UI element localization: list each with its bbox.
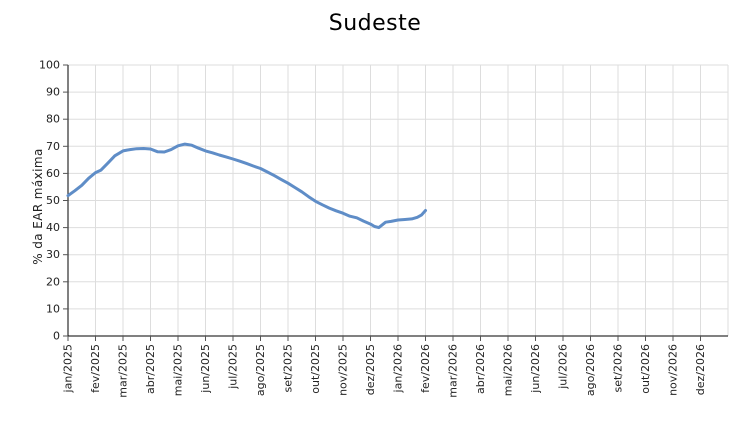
y-tick-label: 0 — [53, 330, 60, 343]
x-tick-label: out/2025 — [309, 344, 322, 394]
x-tick-label: abr/2026 — [474, 344, 487, 394]
x-tick-label: dez/2026 — [694, 344, 707, 395]
x-tick-label: nov/2026 — [667, 344, 680, 396]
x-tick-label: set/2025 — [282, 344, 295, 393]
x-tick-label: mar/2026 — [447, 344, 460, 398]
x-tick-label: fev/2026 — [419, 344, 432, 393]
y-axis-title: % da EAR máxima — [31, 148, 45, 264]
y-tick-label: 50 — [46, 194, 60, 207]
x-tick-label: jan/2025 — [62, 344, 75, 393]
x-tick-label: ago/2025 — [254, 344, 267, 396]
x-tick-label: out/2026 — [639, 344, 652, 394]
y-tick-label: 30 — [46, 248, 60, 261]
chart-title: Sudeste — [328, 11, 422, 36]
x-tick-label: jun/2025 — [199, 344, 212, 394]
x-tick-label: abr/2025 — [144, 344, 157, 394]
x-tick-label: mar/2025 — [117, 344, 130, 398]
x-tick-label: dez/2025 — [364, 344, 377, 395]
y-tick-label: 80 — [46, 113, 60, 126]
y-tick-label: 20 — [46, 275, 60, 288]
y-tick-label: 40 — [46, 221, 60, 234]
x-tick-label: jun/2026 — [529, 344, 542, 394]
x-tick-label: set/2026 — [612, 344, 625, 393]
y-tick-label: 60 — [46, 167, 60, 180]
y-tick-label: 70 — [46, 140, 60, 153]
x-tick-label: jul/2025 — [227, 344, 240, 390]
y-tick-label: 100 — [39, 59, 60, 72]
x-tick-label: jul/2026 — [557, 344, 570, 390]
x-tick-label: jan/2026 — [392, 344, 405, 393]
data-line-series — [66, 142, 427, 230]
x-tick-label: fev/2025 — [89, 344, 102, 393]
y-tick-label: 10 — [46, 302, 60, 315]
x-tick-label: mai/2025 — [172, 344, 185, 396]
x-tick-label: nov/2025 — [337, 344, 350, 396]
y-tick-label: 90 — [46, 86, 60, 99]
x-tick-label: ago/2026 — [584, 344, 597, 396]
x-tick-label: mai/2026 — [502, 344, 515, 396]
